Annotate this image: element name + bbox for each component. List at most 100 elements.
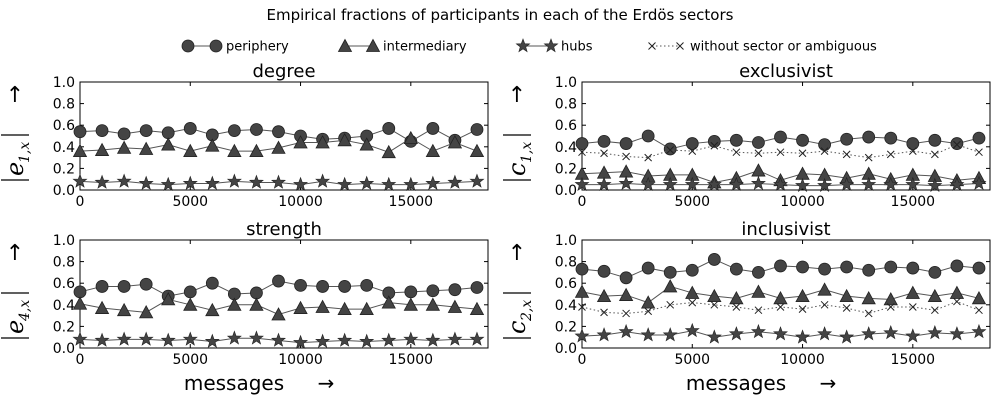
data-point (381, 144, 396, 159)
x-tick-label: 10000 (278, 194, 323, 210)
data-point (908, 147, 917, 155)
data-point (795, 177, 811, 193)
data-point (447, 174, 463, 189)
panel-inclusivist: inclusivist 0.0 0.2 0.4 0.6 0.8 1.0 0 5000 10000 1… (503, 219, 991, 395)
data-point (426, 122, 440, 135)
data-point (618, 175, 634, 190)
data-point (622, 152, 630, 161)
data-point (316, 280, 329, 293)
series-hubs (72, 330, 485, 349)
data-point (776, 303, 785, 311)
legend-marker-triangle (365, 38, 381, 52)
legend-marker-circle (209, 39, 223, 53)
y-tick-label: 0.4 (555, 140, 577, 156)
data-point (182, 331, 198, 346)
x-tick-label: 0 (578, 352, 587, 368)
data-point (117, 127, 131, 141)
data-point (381, 295, 396, 309)
data-point (425, 143, 441, 158)
series-line (581, 144, 980, 159)
data-point (728, 326, 744, 341)
legend-label: periphery (226, 40, 289, 55)
data-point (161, 126, 175, 140)
data-point (950, 137, 964, 150)
data-point (597, 264, 611, 278)
data-point (470, 123, 484, 136)
data-point (337, 301, 352, 316)
data-point (641, 129, 655, 143)
data-point (250, 286, 263, 300)
data-point (138, 141, 154, 155)
data-point (381, 332, 397, 347)
data-point (732, 303, 741, 311)
x-axis-label: messages (184, 371, 284, 395)
data-point (905, 176, 921, 191)
data-point (975, 306, 983, 315)
data-point (619, 137, 633, 150)
y-label-sub: 4,x (17, 300, 33, 322)
legend-label: without sector or ambiguous (690, 40, 877, 55)
data-point (360, 278, 374, 292)
data-point (773, 176, 788, 191)
panel-strength: strength 0.0 0.2 0.4 0.6 0.8 1.0 0 5000 10000 1500… (1, 219, 489, 395)
y-tick-label: 0.4 (53, 140, 75, 156)
data-point (666, 146, 675, 154)
y-axis-label: e4,x (1, 292, 33, 339)
series-without (578, 140, 983, 162)
data-point (750, 323, 766, 339)
x-tick-label: 5000 (674, 194, 710, 210)
data-point (688, 298, 697, 307)
y-tick-label: 1.0 (555, 75, 577, 91)
data-point (204, 333, 220, 348)
x-tick-label: 10000 (278, 352, 323, 368)
data-point (886, 150, 895, 159)
data-point (817, 326, 833, 341)
panel-title: strength (246, 219, 322, 240)
data-point (752, 136, 765, 149)
data-point (618, 287, 634, 301)
data-point (337, 332, 353, 347)
data-point (839, 288, 854, 303)
data-point (971, 290, 987, 305)
data-point (884, 131, 898, 145)
data-point (116, 331, 132, 346)
y-tick-label: 0.8 (555, 255, 577, 271)
data-point (337, 176, 353, 191)
x-tick-label: 0 (578, 194, 587, 210)
legend-item-without: without sector or ambiguous (648, 40, 877, 55)
y-tick-label: 0.8 (555, 97, 577, 113)
series-hubs (574, 175, 987, 193)
legend-item-periphery: periphery (181, 39, 289, 55)
data-point (249, 297, 264, 311)
data-point (927, 177, 943, 193)
data-point (294, 278, 307, 292)
data-point (842, 150, 851, 159)
data-point (752, 265, 765, 279)
x-axis-label: messages (686, 371, 786, 395)
data-point (953, 140, 961, 149)
data-point (706, 329, 722, 344)
data-point (205, 276, 219, 290)
data-point (72, 296, 88, 310)
data-point (359, 301, 374, 316)
data-point (644, 307, 653, 316)
series-intermediary (72, 130, 485, 159)
data-point (842, 304, 851, 312)
data-point (707, 288, 722, 303)
data-point (732, 148, 741, 157)
data-point (774, 259, 787, 273)
legend-marker-star (543, 38, 559, 53)
data-point (774, 130, 787, 144)
data-point (640, 295, 656, 309)
series-intermediary (574, 279, 987, 309)
data-point (139, 124, 153, 138)
data-point (861, 290, 876, 305)
data-point (227, 124, 241, 138)
data-point (685, 137, 699, 150)
series-hubs (574, 322, 987, 344)
data-point (272, 274, 285, 288)
data-point (94, 174, 110, 189)
y-label-sub: 1,x (519, 142, 535, 163)
data-point (618, 323, 634, 339)
